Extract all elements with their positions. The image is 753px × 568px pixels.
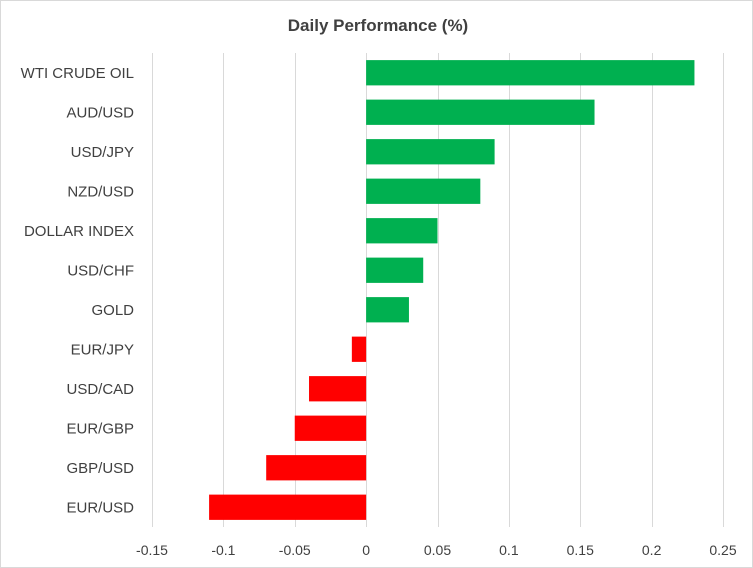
x-tick-labels: -0.15 -0.1 -0.05 0 0.05 0.1 0.15 0.2 0.25 xyxy=(136,542,737,558)
category-label: NZD/USD xyxy=(67,183,134,200)
category-label: EUR/GBP xyxy=(66,420,134,437)
bar-eur-jpy xyxy=(351,336,367,362)
bar-nzd-usd xyxy=(366,178,481,204)
bar-gbp-usd xyxy=(266,455,367,481)
category-label: USD/CHF xyxy=(67,262,134,279)
x-tick-label: -0.15 xyxy=(136,542,168,558)
x-tick-label: 0.25 xyxy=(709,542,736,558)
bars xyxy=(209,60,695,520)
x-tick-label: 0.2 xyxy=(642,542,662,558)
x-tick-label: -0.05 xyxy=(279,542,311,558)
bar-usd-jpy xyxy=(366,139,495,165)
category-label: GBP/USD xyxy=(66,460,134,477)
bar-aud-usd xyxy=(366,99,595,125)
bar-gold xyxy=(366,297,409,323)
category-label: AUD/USD xyxy=(66,104,134,121)
category-label: USD/CAD xyxy=(66,381,134,398)
category-label: USD/JPY xyxy=(71,144,134,161)
category-label: EUR/USD xyxy=(66,499,134,516)
category-label: EUR/JPY xyxy=(71,341,134,358)
category-label: DOLLAR INDEX xyxy=(24,223,134,240)
bar-eur-usd xyxy=(209,494,367,520)
x-tick-label: 0.05 xyxy=(424,542,451,558)
bar-usd-chf xyxy=(366,257,424,283)
category-labels: WTI CRUDE OIL AUD/USD USD/JPY NZD/USD DOLLAR… xyxy=(21,65,135,517)
bar-dollar-index xyxy=(366,218,438,244)
gridlines xyxy=(152,53,724,527)
x-tick-label: -0.1 xyxy=(211,542,235,558)
bar-wti-crude-oil xyxy=(366,60,695,86)
category-label: WTI CRUDE OIL xyxy=(21,65,134,82)
chart-title: Daily Performance (%) xyxy=(288,16,468,35)
x-tick-label: 0.1 xyxy=(499,542,519,558)
x-tick-label: 0.15 xyxy=(567,542,594,558)
category-label: GOLD xyxy=(91,302,134,319)
bar-eur-gbp xyxy=(294,415,367,441)
x-tick-label: 0 xyxy=(362,542,370,558)
bar-usd-cad xyxy=(309,376,367,402)
